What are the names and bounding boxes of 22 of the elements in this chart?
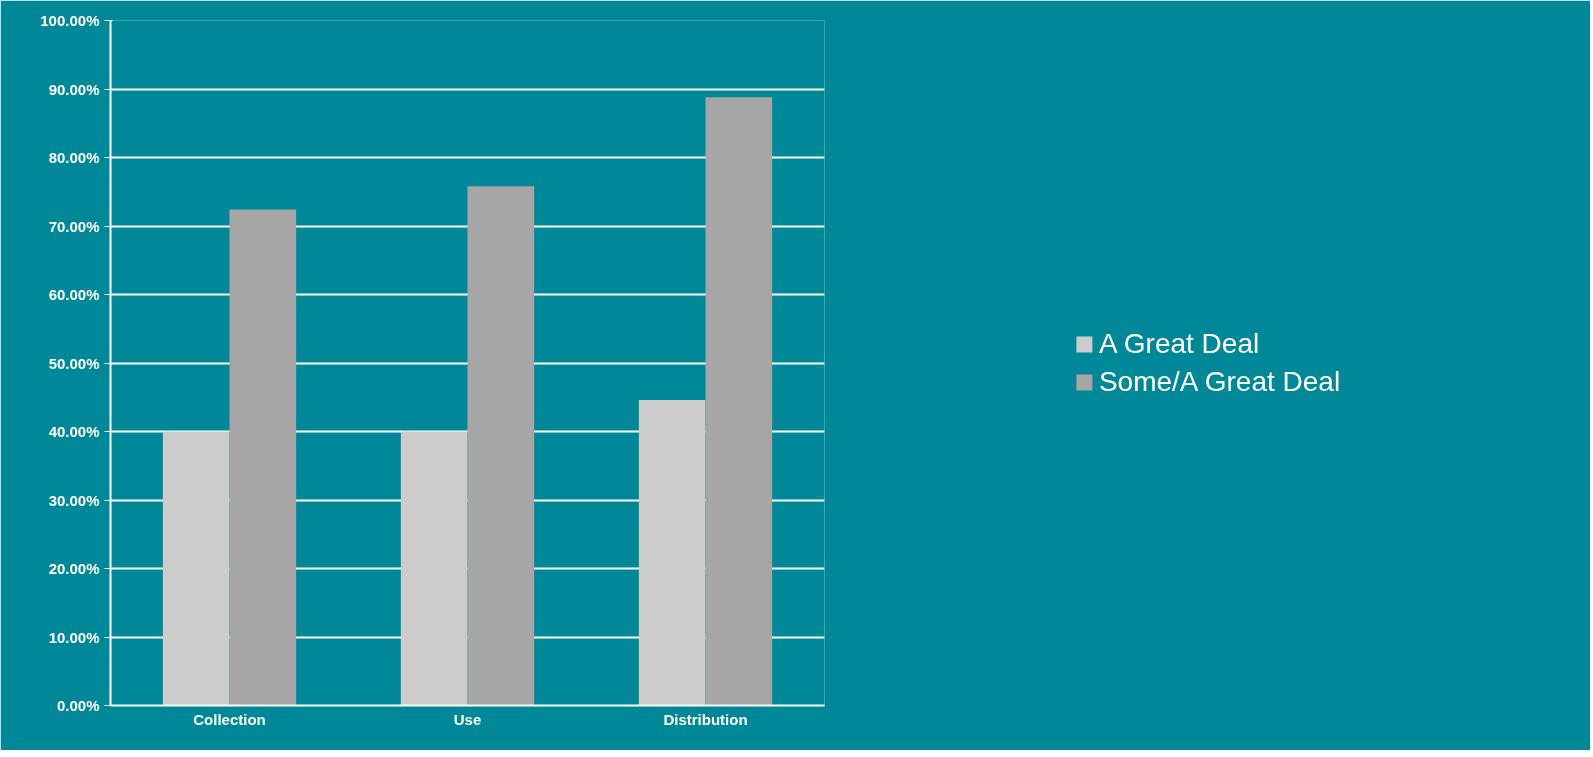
legend-label: Some/A Great Deal — [1098, 365, 1341, 398]
bar — [400, 431, 468, 706]
bar — [638, 399, 706, 706]
legend-label: A Great Deal — [1098, 327, 1260, 360]
bar — [229, 209, 297, 706]
y-tick-label: 40.00% — [48, 423, 100, 440]
y-tick-label: 20.00% — [48, 560, 100, 577]
y-tick-label: 0.00% — [56, 697, 100, 714]
x-tick-label: Use — [453, 710, 482, 728]
bar — [705, 97, 773, 706]
y-tick-label: 90.00% — [48, 80, 100, 98]
x-tick-label: Distribution — [663, 710, 748, 728]
y-tick-label: 100.00% — [40, 12, 100, 29]
y-tick-label: 30.00% — [48, 491, 100, 509]
x-tick-label: Collection — [193, 710, 266, 728]
y-tick-label: 80.00% — [48, 149, 100, 166]
y-tick-label: 10.00% — [48, 628, 100, 646]
y-tick-label: 70.00% — [48, 217, 100, 235]
bar — [467, 186, 535, 706]
y-tick-label: 60.00% — [48, 286, 100, 303]
bar — [162, 431, 230, 706]
y-tick-label: 50.00% — [48, 354, 100, 372]
